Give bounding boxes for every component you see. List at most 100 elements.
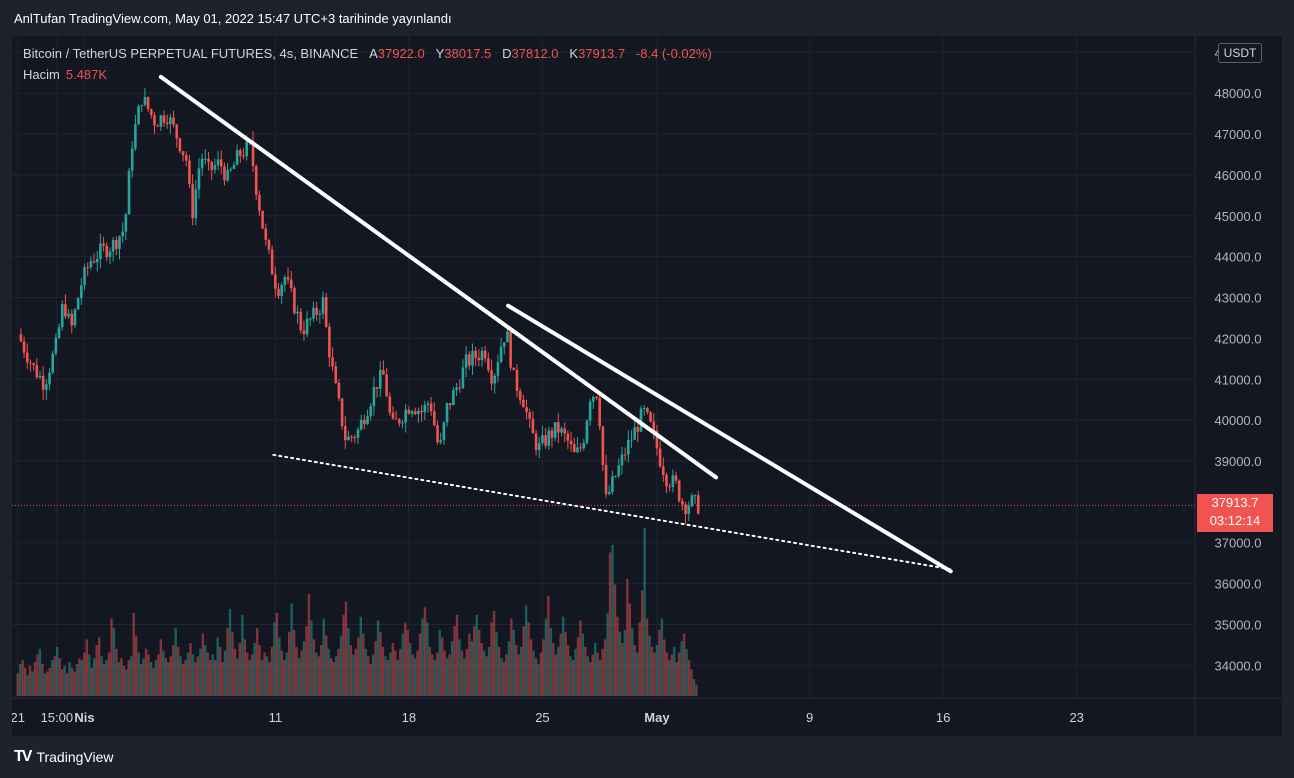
candle-body	[639, 408, 643, 432]
candle-body	[687, 505, 691, 515]
volume-bar	[337, 648, 340, 696]
candle-body	[54, 337, 58, 354]
y-tick-label: 45000.0	[1215, 209, 1262, 224]
volume-bar	[626, 578, 629, 696]
volume-bar	[181, 663, 185, 696]
y-tick-label: 43000.0	[1215, 291, 1262, 306]
volume-bar	[152, 667, 155, 696]
volume-bar	[228, 609, 232, 696]
volume-bar	[376, 620, 380, 696]
candle-body	[493, 375, 497, 384]
volume-bar	[537, 663, 540, 696]
candle-body	[334, 366, 338, 384]
candle-body	[509, 331, 512, 368]
candle-body	[216, 159, 220, 166]
volume-bar	[470, 641, 474, 696]
volume-bar	[534, 658, 538, 696]
candle-body	[312, 307, 315, 319]
brand-name: TradingView	[36, 749, 114, 765]
volume-bar	[347, 628, 350, 696]
candle-body	[693, 495, 697, 497]
volume-bar	[628, 603, 631, 696]
candle-body	[232, 164, 236, 169]
volume-bar	[147, 654, 150, 696]
candle-body	[57, 326, 61, 338]
candle-body	[522, 399, 525, 408]
candle-body	[576, 447, 579, 453]
candle-body	[372, 387, 376, 407]
candle-body	[324, 297, 328, 327]
candle-body	[668, 486, 671, 488]
candle-body	[80, 285, 83, 299]
candle-body	[277, 288, 280, 296]
candle-body	[258, 194, 261, 211]
volume-bar	[127, 660, 130, 696]
candle-body	[95, 258, 99, 263]
candle-body	[191, 183, 194, 219]
candle-body	[547, 430, 551, 446]
volume-bar	[327, 648, 330, 696]
volume-bar	[381, 646, 385, 696]
volume-bar	[603, 639, 607, 696]
volume-bar	[655, 645, 659, 696]
volume-bar	[339, 635, 343, 696]
volume-bar	[231, 631, 234, 696]
chart-area[interactable]: 34000.0 35000.0 36000.0 37000.0 39000.0 40000…	[12, 36, 1282, 736]
candle-body	[385, 374, 388, 397]
volume-bar	[290, 603, 293, 696]
publish-header: AnlTufan TradingView.com, May 01, 2022 1…	[0, 0, 1294, 36]
candle-body	[264, 228, 268, 240]
volume-bar	[431, 654, 434, 696]
candle-body	[172, 117, 175, 125]
candle-body	[38, 375, 42, 378]
volume-bar	[517, 654, 520, 696]
candle-body	[569, 440, 573, 445]
volume-bar	[569, 656, 572, 696]
candle-body	[598, 398, 601, 427]
volume-bar	[401, 633, 404, 696]
last-price-tag: 37913.7 03:12:14	[1197, 494, 1273, 532]
y-tick-label: 41000.0	[1215, 372, 1262, 387]
volume-bar	[297, 658, 301, 696]
volume-bar	[480, 643, 483, 696]
candle-body	[105, 245, 109, 258]
publish-info: AnlTufan TradingView.com, May 01, 2022 1…	[14, 11, 452, 26]
candle-body	[67, 313, 70, 317]
volume-bar	[221, 662, 224, 696]
symbol-name[interactable]: Bitcoin / TetherUS PERPETUAL FUTURES, 4s…	[23, 46, 359, 61]
candle-body	[375, 387, 379, 389]
currency-button[interactable]: USDT	[1218, 43, 1262, 63]
volume-bar	[542, 639, 545, 696]
volume-bar	[125, 669, 128, 696]
candle-body	[401, 422, 404, 424]
volume-bar	[167, 662, 170, 696]
price-chart[interactable]: 34000.0 35000.0 36000.0 37000.0 39000.0 40000…	[12, 36, 1282, 736]
volume-legend: Hacim 5.487K	[23, 67, 107, 82]
volume-bar	[633, 645, 636, 696]
tradingview-logo[interactable]: TV TradingView	[14, 748, 114, 766]
candle-body	[70, 313, 74, 326]
volume-bar	[97, 637, 101, 696]
candle-body	[130, 148, 134, 171]
volume-bar	[596, 652, 599, 696]
volume-bar	[682, 633, 686, 696]
volume-bar	[406, 629, 409, 696]
open-value: 37922.0	[377, 46, 425, 61]
candle-body	[512, 367, 516, 371]
volume-label[interactable]: Hacim	[23, 67, 60, 82]
volume-bar	[497, 646, 501, 696]
volume-bar	[576, 637, 580, 696]
volume-bar	[100, 656, 103, 696]
volume-bar	[288, 631, 291, 696]
volume-bar	[90, 667, 93, 696]
candle-body	[245, 141, 248, 157]
volume-bar	[263, 652, 266, 696]
volume-bar	[310, 620, 313, 696]
volume-bar	[233, 648, 237, 696]
volume-bar	[80, 660, 84, 696]
volume-bar	[465, 648, 469, 696]
y-tick-label: 48000.0	[1215, 86, 1262, 101]
candle-body	[204, 158, 207, 160]
candle-body	[181, 151, 185, 156]
volume-bar	[544, 618, 548, 696]
